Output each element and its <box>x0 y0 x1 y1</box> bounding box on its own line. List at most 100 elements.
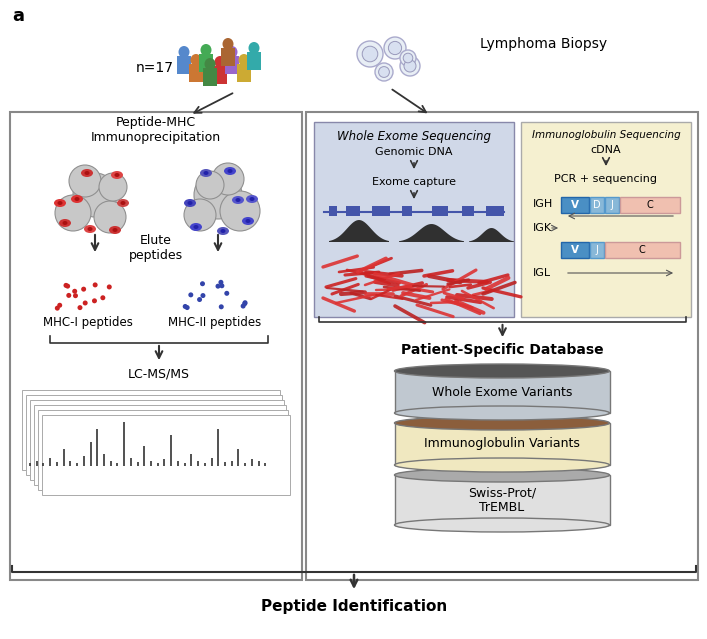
Ellipse shape <box>190 54 201 66</box>
Bar <box>590 242 604 258</box>
Bar <box>10 112 302 580</box>
Text: V: V <box>571 200 579 210</box>
Ellipse shape <box>184 199 196 207</box>
Bar <box>199 54 213 72</box>
Text: J: J <box>611 200 614 210</box>
Bar <box>26 395 282 475</box>
Bar <box>561 242 589 258</box>
Bar <box>521 122 691 317</box>
Ellipse shape <box>99 173 127 201</box>
Ellipse shape <box>112 228 117 232</box>
Ellipse shape <box>83 300 88 305</box>
Ellipse shape <box>404 60 416 72</box>
Ellipse shape <box>196 171 224 199</box>
Ellipse shape <box>243 301 247 306</box>
Text: Swiss-Prot/
TrEMBL: Swiss-Prot/ TrEMBL <box>468 486 536 514</box>
Bar <box>590 197 604 213</box>
Ellipse shape <box>120 201 126 205</box>
Bar <box>402 206 412 216</box>
Bar <box>395 475 610 525</box>
Ellipse shape <box>362 46 378 62</box>
Text: V: V <box>571 245 579 255</box>
Text: Peptide-MHC
Immunoprecipitation: Peptide-MHC Immunoprecipitation <box>91 116 221 144</box>
Bar <box>605 197 619 213</box>
Text: Whole Exome Variants: Whole Exome Variants <box>432 385 572 399</box>
Ellipse shape <box>395 518 609 532</box>
Ellipse shape <box>187 201 192 205</box>
Ellipse shape <box>55 305 60 311</box>
Ellipse shape <box>92 298 97 304</box>
Ellipse shape <box>190 223 202 231</box>
Ellipse shape <box>403 53 413 63</box>
Bar <box>22 390 280 470</box>
Text: MHC-I peptides: MHC-I peptides <box>43 316 133 328</box>
Ellipse shape <box>100 295 105 300</box>
Bar <box>213 66 227 84</box>
Ellipse shape <box>78 305 83 310</box>
Ellipse shape <box>388 42 402 54</box>
Ellipse shape <box>73 173 117 217</box>
Ellipse shape <box>400 56 420 76</box>
Polygon shape <box>399 224 464 242</box>
Ellipse shape <box>238 54 250 66</box>
Ellipse shape <box>185 305 189 310</box>
Bar <box>314 122 514 317</box>
Bar <box>346 206 360 216</box>
Text: Immunoglobulin Sequencing: Immunoglobulin Sequencing <box>532 130 680 140</box>
Ellipse shape <box>228 169 233 173</box>
Bar <box>306 112 698 580</box>
Ellipse shape <box>64 283 69 288</box>
Ellipse shape <box>94 201 126 233</box>
Text: Elute
peptides: Elute peptides <box>129 234 183 262</box>
Ellipse shape <box>216 284 221 289</box>
Ellipse shape <box>107 284 112 289</box>
Ellipse shape <box>74 197 79 201</box>
Ellipse shape <box>54 199 66 207</box>
Text: C: C <box>638 245 645 255</box>
Ellipse shape <box>59 219 71 227</box>
Bar <box>203 68 217 86</box>
Ellipse shape <box>201 293 206 298</box>
Bar <box>486 206 504 216</box>
Ellipse shape <box>115 173 119 177</box>
Text: Exome capture: Exome capture <box>372 177 456 187</box>
Bar <box>561 197 589 213</box>
Ellipse shape <box>214 56 226 68</box>
Bar <box>432 206 448 216</box>
Ellipse shape <box>240 304 245 309</box>
Ellipse shape <box>243 300 247 305</box>
Ellipse shape <box>395 468 609 482</box>
Bar <box>605 242 680 258</box>
Ellipse shape <box>245 219 250 223</box>
Ellipse shape <box>81 287 86 291</box>
Bar <box>237 64 251 82</box>
Ellipse shape <box>93 282 98 288</box>
Ellipse shape <box>73 293 78 298</box>
Ellipse shape <box>235 198 240 202</box>
Bar <box>225 56 239 74</box>
Text: IGH: IGH <box>533 199 554 209</box>
Text: Patient-Specific Database: Patient-Specific Database <box>401 343 604 357</box>
Ellipse shape <box>184 199 216 231</box>
Text: cDNA: cDNA <box>590 145 621 155</box>
Ellipse shape <box>375 63 393 81</box>
Ellipse shape <box>204 171 209 175</box>
Bar <box>221 48 235 66</box>
Ellipse shape <box>111 171 123 179</box>
Ellipse shape <box>395 458 609 472</box>
Ellipse shape <box>400 50 416 66</box>
Ellipse shape <box>69 165 101 197</box>
Ellipse shape <box>57 303 62 308</box>
Ellipse shape <box>395 416 609 430</box>
Text: Whole Exome Sequencing: Whole Exome Sequencing <box>337 130 491 142</box>
Text: C: C <box>647 200 653 210</box>
Polygon shape <box>329 220 389 242</box>
Bar <box>372 206 390 216</box>
Ellipse shape <box>65 284 70 289</box>
Text: PCR + sequencing: PCR + sequencing <box>554 174 658 184</box>
Ellipse shape <box>109 226 121 234</box>
Ellipse shape <box>204 58 216 70</box>
Ellipse shape <box>395 406 609 420</box>
Ellipse shape <box>66 293 71 298</box>
Text: MHC-II peptides: MHC-II peptides <box>168 316 262 328</box>
